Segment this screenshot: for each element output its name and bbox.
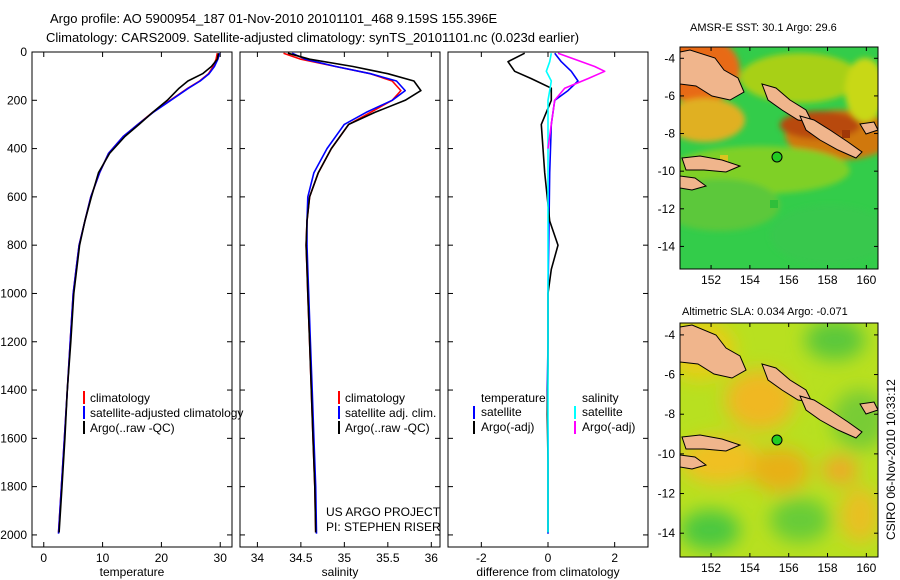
temperature-legend: climatology satellite-adjusted climatolo… [83, 391, 243, 435]
plot-frame [239, 51, 441, 548]
sst-argo-location-marker [771, 151, 783, 163]
map-y-tick-label: -10 [658, 164, 676, 178]
y-tick-label: 1000 [0, 286, 27, 300]
x-tick-label: 0 [40, 551, 47, 565]
salinity-legend: climatology satellite adj. clim. Argo(..… [338, 391, 436, 435]
map-x-tick-label: 160 [856, 561, 876, 575]
y-tick-label: 1600 [0, 431, 27, 445]
x-tick-label: 2 [611, 551, 618, 565]
figure-title-line2: Climatology: CARS2009. Satellite-adjuste… [46, 30, 579, 45]
y-tick-label: 1800 [0, 480, 27, 494]
series-salinity-satellite [545, 53, 553, 533]
difference-legend: temperature salinity satellite Argo(-adj… [473, 391, 635, 434]
map-x-tick-label: 154 [740, 561, 760, 575]
series-argo-raw-qc [287, 52, 422, 533]
y-tick-label: 1200 [0, 335, 27, 349]
legend-label-climatology: climatology [345, 391, 405, 405]
y-tick-label: 400 [7, 142, 27, 156]
sla-coastlines [680, 324, 878, 470]
x-tick-label: 34.5 [289, 551, 313, 565]
y-tick-label: 1400 [0, 383, 27, 397]
x-tick-label: 30 [214, 551, 228, 565]
map-y-tick-label: -12 [658, 487, 676, 501]
map-y-tick-label: -4 [664, 51, 675, 65]
map-y-tick-label: -14 [658, 526, 676, 540]
x-tick-label: 0 [545, 551, 552, 565]
figure-title-line1: Argo profile: AO 5900954_187 01-Nov-2010… [50, 11, 498, 26]
sla-map-title: Altimetric SLA: 0.034 Argo: -0.071 [682, 306, 848, 318]
sst-map-title: AMSR-E SST: 30.1 Argo: 29.6 [690, 22, 837, 34]
x-tick-label: -2 [476, 551, 487, 565]
salinity-profile-panel: 34 34.5 35 35.5 36 salinity [239, 51, 441, 579]
legend-header-temperature: temperature [481, 391, 546, 405]
y-tick-label: 600 [7, 190, 27, 204]
x-tick-label: 20 [155, 551, 169, 565]
sla-argo-location-marker [771, 434, 783, 446]
x-tick-label: 35.5 [376, 551, 400, 565]
map-x-tick-label: 158 [818, 561, 838, 575]
y-tick-label: 2000 [0, 528, 27, 542]
legend-label-temp-satellite: satellite [481, 405, 522, 419]
map-x-tick-label: 154 [740, 273, 760, 287]
legend-label-temp-argo: Argo(-adj) [481, 420, 534, 434]
map-y-tick-label: -8 [664, 127, 675, 141]
project-note-line2: PI: STEPHEN RISER [326, 520, 441, 534]
plot-frame [31, 51, 233, 548]
legend-label-argo: Argo(..raw -QC) [90, 421, 175, 435]
series-salinity-argo-adj [547, 52, 606, 149]
sla-map-panel: Altimetric SLA: 0.034 Argo: -0.071 [658, 306, 879, 575]
x-axis-label: salinity [322, 565, 359, 579]
legend-header-salinity: salinity [582, 391, 619, 405]
map-y-tick-label: -8 [664, 407, 675, 421]
legend-label-sal-satellite: satellite [582, 405, 623, 419]
csiro-timestamp-label: CSIRO 06-Nov-2010 10:33:12 [884, 379, 898, 540]
map-x-tick-label: 160 [856, 273, 876, 287]
y-tick-label: 800 [7, 238, 27, 252]
map-y-tick-label: -12 [658, 202, 676, 216]
y-tick-label: 200 [7, 93, 27, 107]
map-x-tick-label: 152 [701, 273, 721, 287]
legend-label-satellite-adjusted: satellite-adjusted climatology [90, 406, 243, 420]
sst-map-panel: AMSR-E SST: 30.1 Argo: 29.6 [658, 22, 879, 287]
map-y-tick-label: -4 [664, 328, 675, 342]
series-argo-raw-qc [58, 53, 220, 533]
x-axis-label: difference from climatology [476, 565, 619, 579]
map-x-tick-label: 152 [701, 561, 721, 575]
temperature-profile-panel: 0 10 20 30 0 200 400 600 800 1000 1200 1400 1600 1800… [0, 45, 233, 579]
map-x-tick-label: 156 [779, 273, 799, 287]
legend-label-sal-argo: Argo(-adj) [582, 420, 635, 434]
series-climatology [283, 52, 402, 533]
legend-label-argo: Argo(..raw -QC) [345, 421, 430, 435]
y-tick-label: 0 [20, 45, 27, 59]
project-note-line1: US ARGO PROJECT [326, 505, 441, 519]
map-y-tick-label: -6 [664, 89, 675, 103]
map-y-tick-label: -14 [658, 239, 676, 253]
x-tick-label: 34 [251, 551, 265, 565]
map-x-tick-label: 156 [779, 561, 799, 575]
series-satellite-adj-clim [291, 52, 406, 534]
x-tick-label: 36 [425, 551, 439, 565]
x-tick-label: 35 [338, 551, 352, 565]
map-x-tick-label: 158 [818, 273, 838, 287]
sst-coastlines [680, 49, 878, 191]
sla-map-axes: 152 154 156 158 160 -4 -6 -8 -10 -12 -14 [658, 323, 878, 575]
legend-label-climatology: climatology [90, 391, 150, 405]
map-y-tick-label: -6 [664, 368, 675, 382]
x-axis-label: temperature [100, 565, 165, 579]
x-tick-label: 10 [96, 551, 110, 565]
legend-label-satellite: satellite adj. clim. [345, 406, 436, 420]
sst-map-axes: 152 154 156 158 160 -4 -6 -8 -10 -12 -14 [658, 47, 878, 287]
map-y-tick-label: -10 [658, 447, 676, 461]
